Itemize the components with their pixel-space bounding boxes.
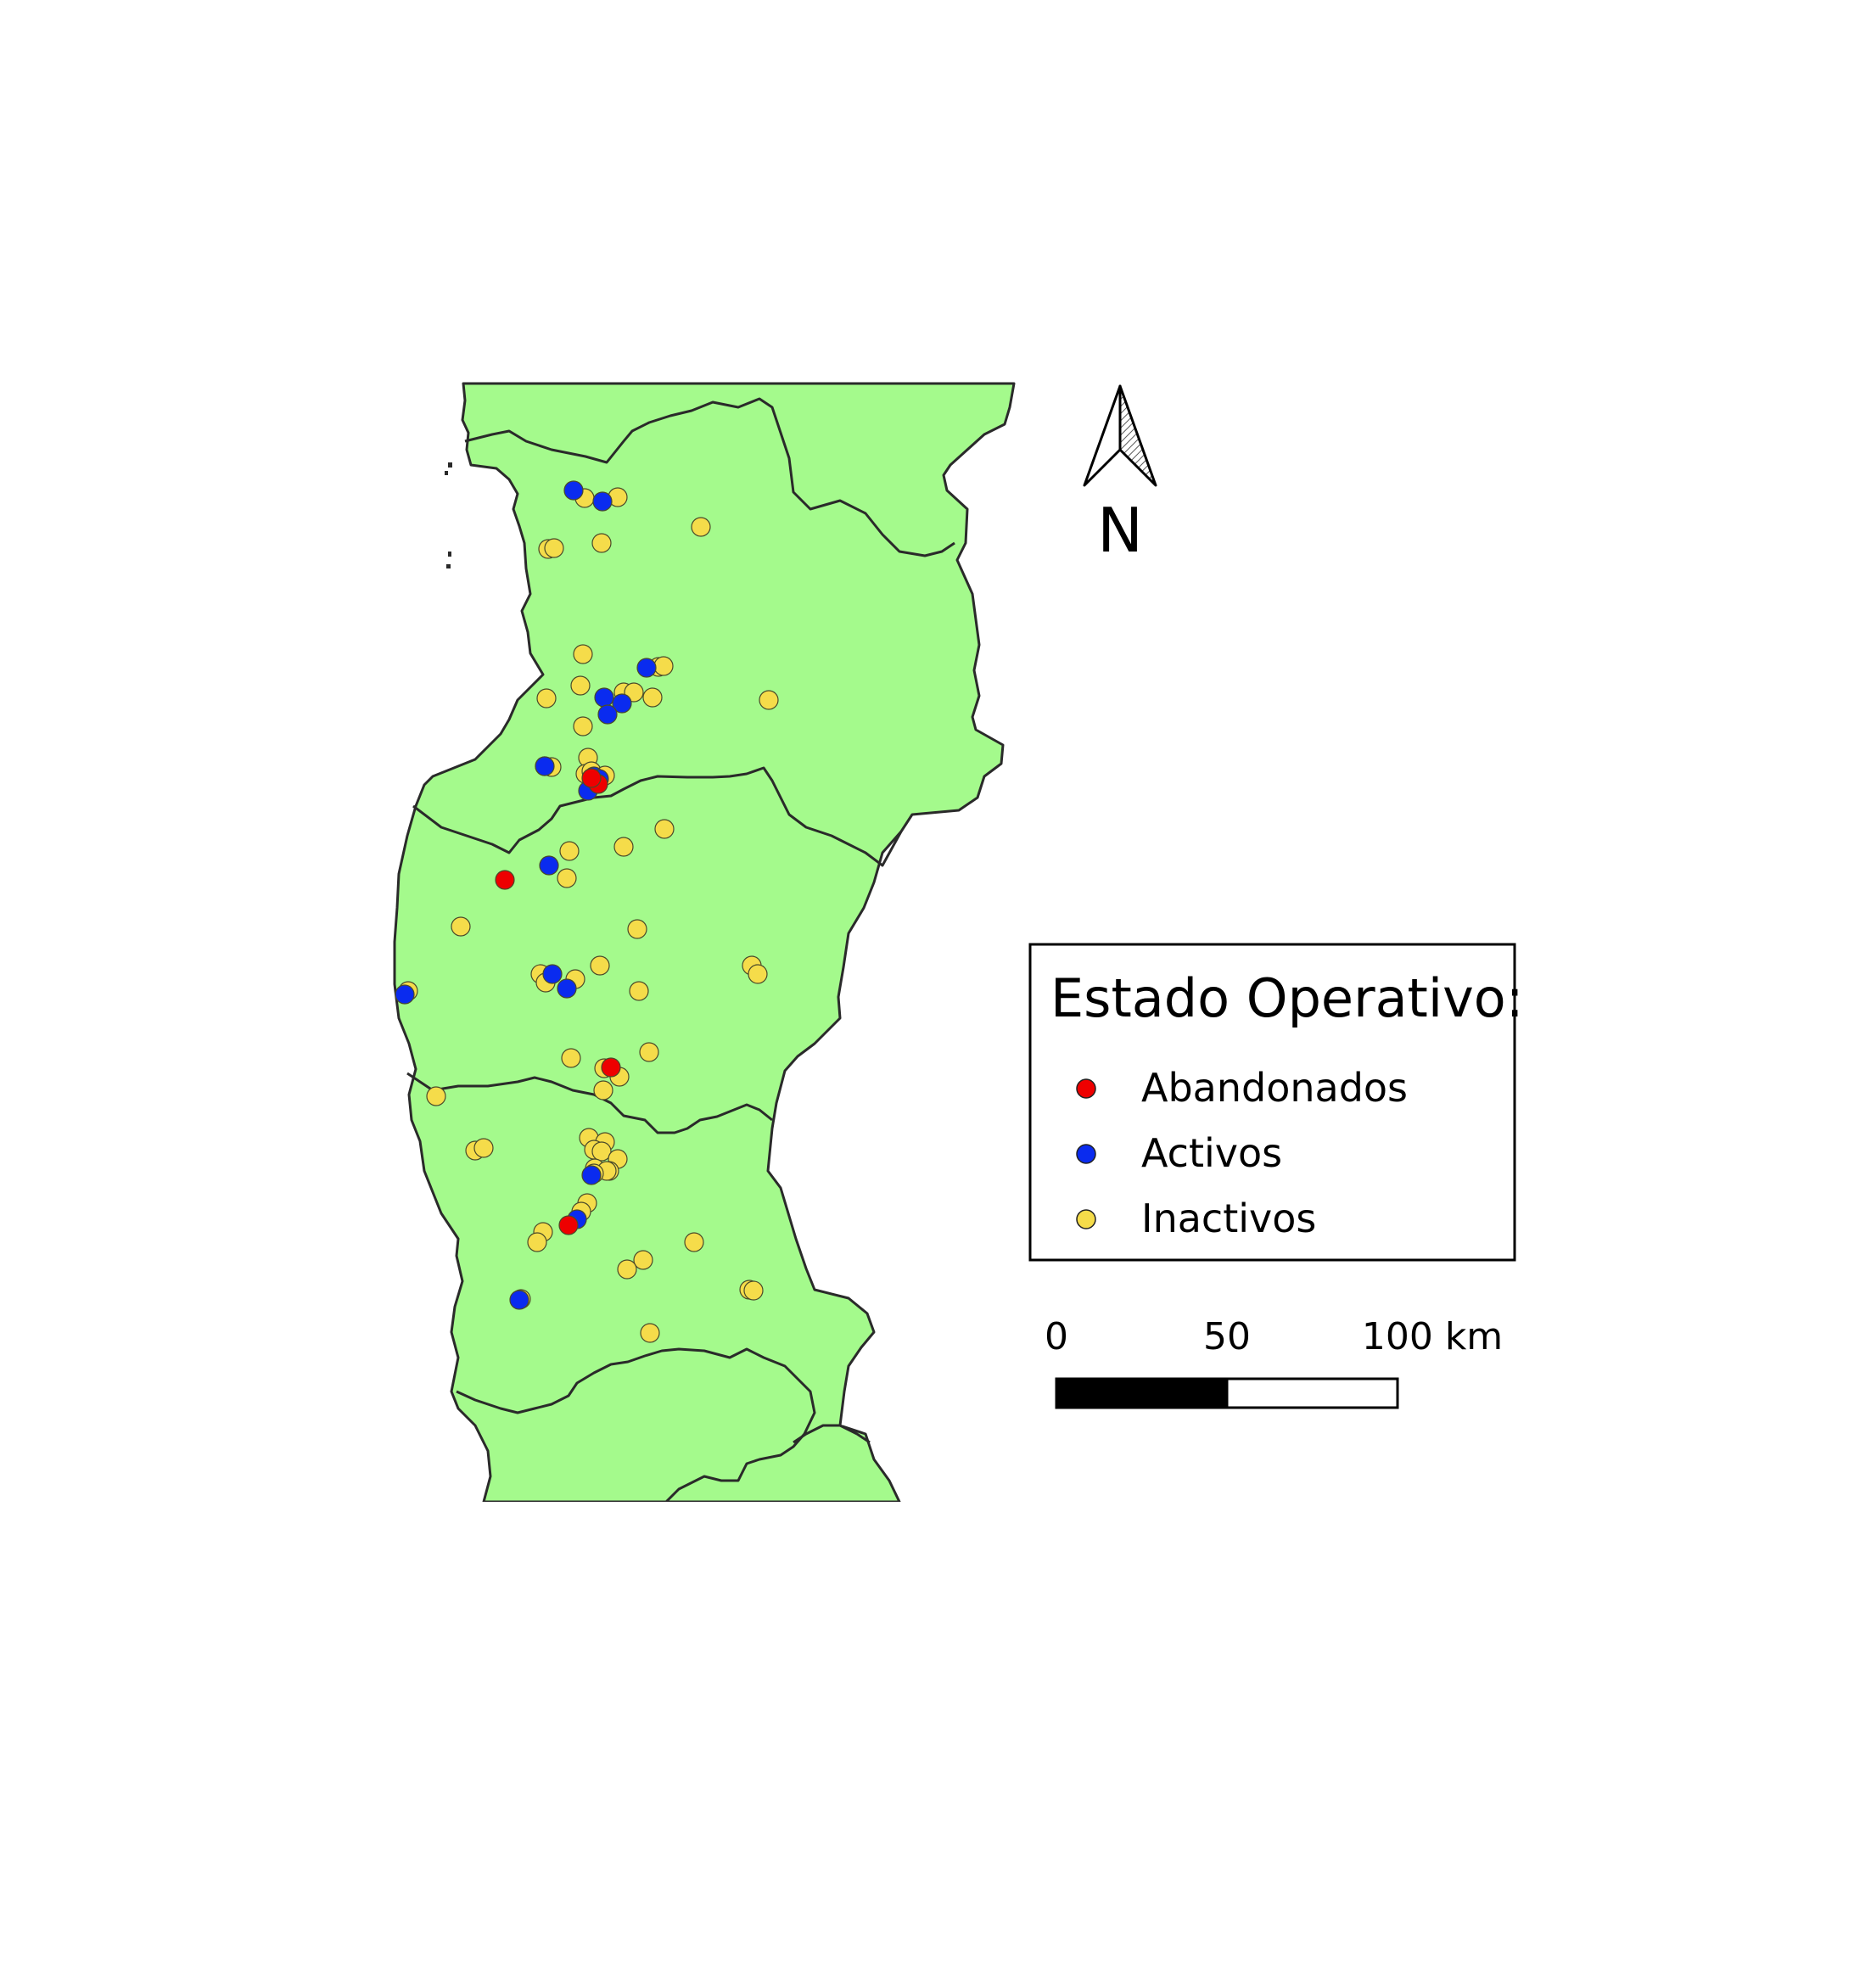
point-activo <box>581 1165 602 1185</box>
point-inactivo <box>593 1080 613 1100</box>
islands <box>445 462 452 568</box>
legend-swatch-abandonados <box>1076 1078 1096 1099</box>
north-arrow: N <box>1083 384 1157 566</box>
point-inactivo <box>613 837 634 857</box>
scale-bar: 0 50 100 km <box>1045 1315 1503 1409</box>
point-inactivo <box>573 716 593 736</box>
point-activo <box>542 964 563 984</box>
point-inactivo <box>544 538 564 558</box>
point-inactivo <box>627 919 647 939</box>
north-arrow-icon <box>1083 384 1157 487</box>
scale-label-0: 0 <box>1045 1315 1068 1358</box>
scale-label-50: 50 <box>1203 1315 1251 1358</box>
north-letter: N <box>1097 495 1143 566</box>
point-abandonado <box>581 768 602 788</box>
legend-label-abandonados: Abandonados <box>1141 1065 1408 1111</box>
legend-label-activos: Activos <box>1141 1130 1282 1176</box>
point-inactivo <box>590 955 610 976</box>
point-activo <box>597 704 618 725</box>
point-inactivo <box>759 690 779 710</box>
point-inactivo <box>451 916 471 937</box>
scale-segment-white <box>1225 1377 1399 1409</box>
point-inactivo <box>573 644 593 664</box>
point-inactivo <box>473 1138 494 1158</box>
legend-label-inactivos: Inactivos <box>1141 1196 1316 1241</box>
point-inactivo <box>653 656 674 676</box>
legend-box <box>1028 943 1516 1262</box>
point-inactivo <box>629 981 649 1001</box>
point-inactivo <box>639 1042 659 1062</box>
legend-swatch-inactivos <box>1076 1209 1096 1229</box>
legend-swatch-activos <box>1076 1144 1096 1164</box>
point-activo <box>563 480 584 501</box>
point-inactivo <box>743 1280 764 1301</box>
point-inactivo <box>559 841 580 861</box>
point-abandonado <box>558 1215 579 1235</box>
region-boundaries <box>406 397 955 1502</box>
point-activo <box>612 693 632 714</box>
scale-label-100: 100 km <box>1362 1315 1503 1358</box>
point-inactivo <box>691 517 711 537</box>
legend-item-abandonados: Abandonados <box>1076 1065 1408 1111</box>
point-activo <box>535 756 555 776</box>
scale-segment-black <box>1055 1377 1229 1409</box>
point-inactivo <box>527 1232 547 1252</box>
point-inactivo <box>426 1086 446 1106</box>
legend-item-activos: Activos <box>1076 1130 1282 1176</box>
point-activo <box>592 491 613 512</box>
land-polygon <box>393 382 1016 1502</box>
point-inactivo <box>536 688 557 708</box>
point-activo <box>395 984 415 1005</box>
legend: Estado Operativo: Abandonados Activos In… <box>1028 943 1524 1262</box>
map-land <box>393 382 1016 1502</box>
point-activo <box>594 687 614 708</box>
legend-title: Estado Operativo: <box>1050 967 1524 1029</box>
point-abandonado <box>601 1057 621 1078</box>
point-activo <box>539 855 559 876</box>
point-inactivo <box>570 675 591 696</box>
point-inactivo <box>640 1323 660 1343</box>
point-activo <box>509 1290 529 1310</box>
points-layer <box>395 480 779 1343</box>
point-activo <box>557 978 577 999</box>
point-inactivo <box>633 1250 653 1270</box>
legend-item-inactivos: Inactivos <box>1076 1196 1316 1241</box>
point-inactivo <box>561 1048 581 1068</box>
point-activo <box>636 658 657 678</box>
point-inactivo <box>591 533 612 553</box>
point-inactivo <box>591 1141 612 1162</box>
point-abandonado <box>495 870 515 890</box>
point-inactivo <box>654 819 675 839</box>
point-inactivo <box>748 964 768 984</box>
point-inactivo <box>684 1232 704 1252</box>
point-inactivo <box>642 687 663 708</box>
point-inactivo <box>617 1259 637 1280</box>
point-inactivo <box>557 868 577 888</box>
